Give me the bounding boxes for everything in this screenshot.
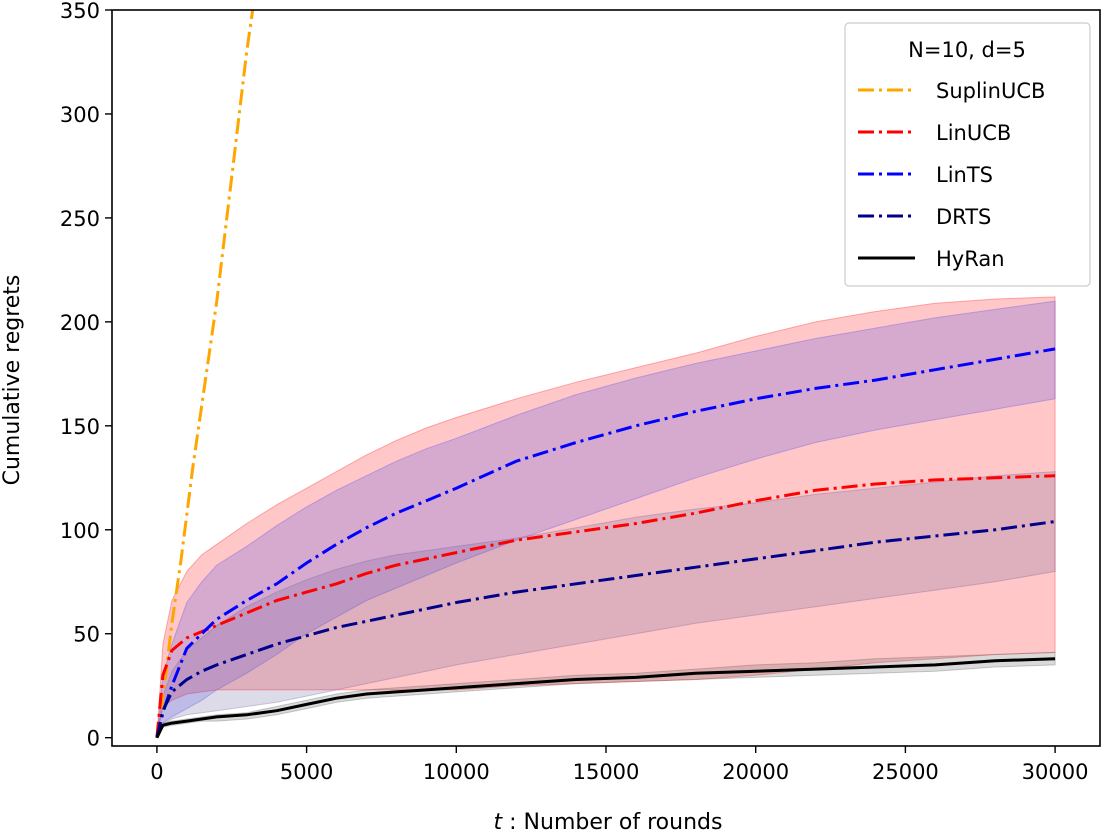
legend-label-hyran: HyRan xyxy=(936,247,1005,271)
confidence-bands xyxy=(156,296,1056,738)
y-axis-ticks: 0 50 100 150 200 250 300 350 xyxy=(60,0,112,751)
band-drts xyxy=(156,471,1056,738)
legend: N=10, d=5 SuplinUCB LinUCB LinTS DRTS HyRan xyxy=(844,22,1091,287)
x-tick-label: 10000 xyxy=(423,760,490,784)
x-tick-label: 15000 xyxy=(573,760,640,784)
y-tick-label: 50 xyxy=(73,623,100,647)
series-line-drts xyxy=(155,520,1056,739)
band-hyran xyxy=(156,651,1056,738)
x-tick-label: 30000 xyxy=(1022,760,1089,784)
legend-label-lints: LinTS xyxy=(936,163,993,187)
y-axis-label: Cumulative regrets xyxy=(0,275,25,486)
x-tick-label: 20000 xyxy=(722,760,789,784)
series-line-linucb xyxy=(155,474,1056,738)
legend-entries: SuplinUCB LinUCB LinTS DRTS HyRan xyxy=(858,79,1045,271)
series-lines xyxy=(155,10,1056,739)
x-axis-label: t : Number of rounds xyxy=(494,810,723,835)
y-tick-label: 250 xyxy=(60,207,100,231)
y-tick-label: 100 xyxy=(60,519,100,543)
x-tick-label: 25000 xyxy=(872,760,939,784)
legend-label-suplinucb: SuplinUCB xyxy=(936,79,1045,103)
series-line-lints xyxy=(155,347,1056,739)
series-line-suplinucb xyxy=(155,10,255,738)
x-axis-variable: t xyxy=(494,810,504,835)
y-tick-label: 300 xyxy=(60,103,100,127)
legend-title: N=10, d=5 xyxy=(908,38,1026,62)
y-tick-label: 200 xyxy=(60,311,100,335)
band-linucb xyxy=(156,296,1056,738)
legend-box xyxy=(844,22,1091,287)
legend-label-drts: DRTS xyxy=(936,205,991,229)
series-line-hyran xyxy=(155,657,1056,739)
y-tick-label: 350 xyxy=(60,0,100,23)
y-tick-label: 0 xyxy=(87,727,100,751)
x-axis-ticks: 0 5000 10000 15000 20000 25000 30000 xyxy=(150,746,1088,784)
legend-label-linucb: LinUCB xyxy=(936,121,1011,145)
y-tick-label: 150 xyxy=(60,415,100,439)
x-tick-label: 5000 xyxy=(280,760,333,784)
x-tick-label: 0 xyxy=(150,760,163,784)
x-axis-label-text: : Number of rounds xyxy=(502,810,722,835)
